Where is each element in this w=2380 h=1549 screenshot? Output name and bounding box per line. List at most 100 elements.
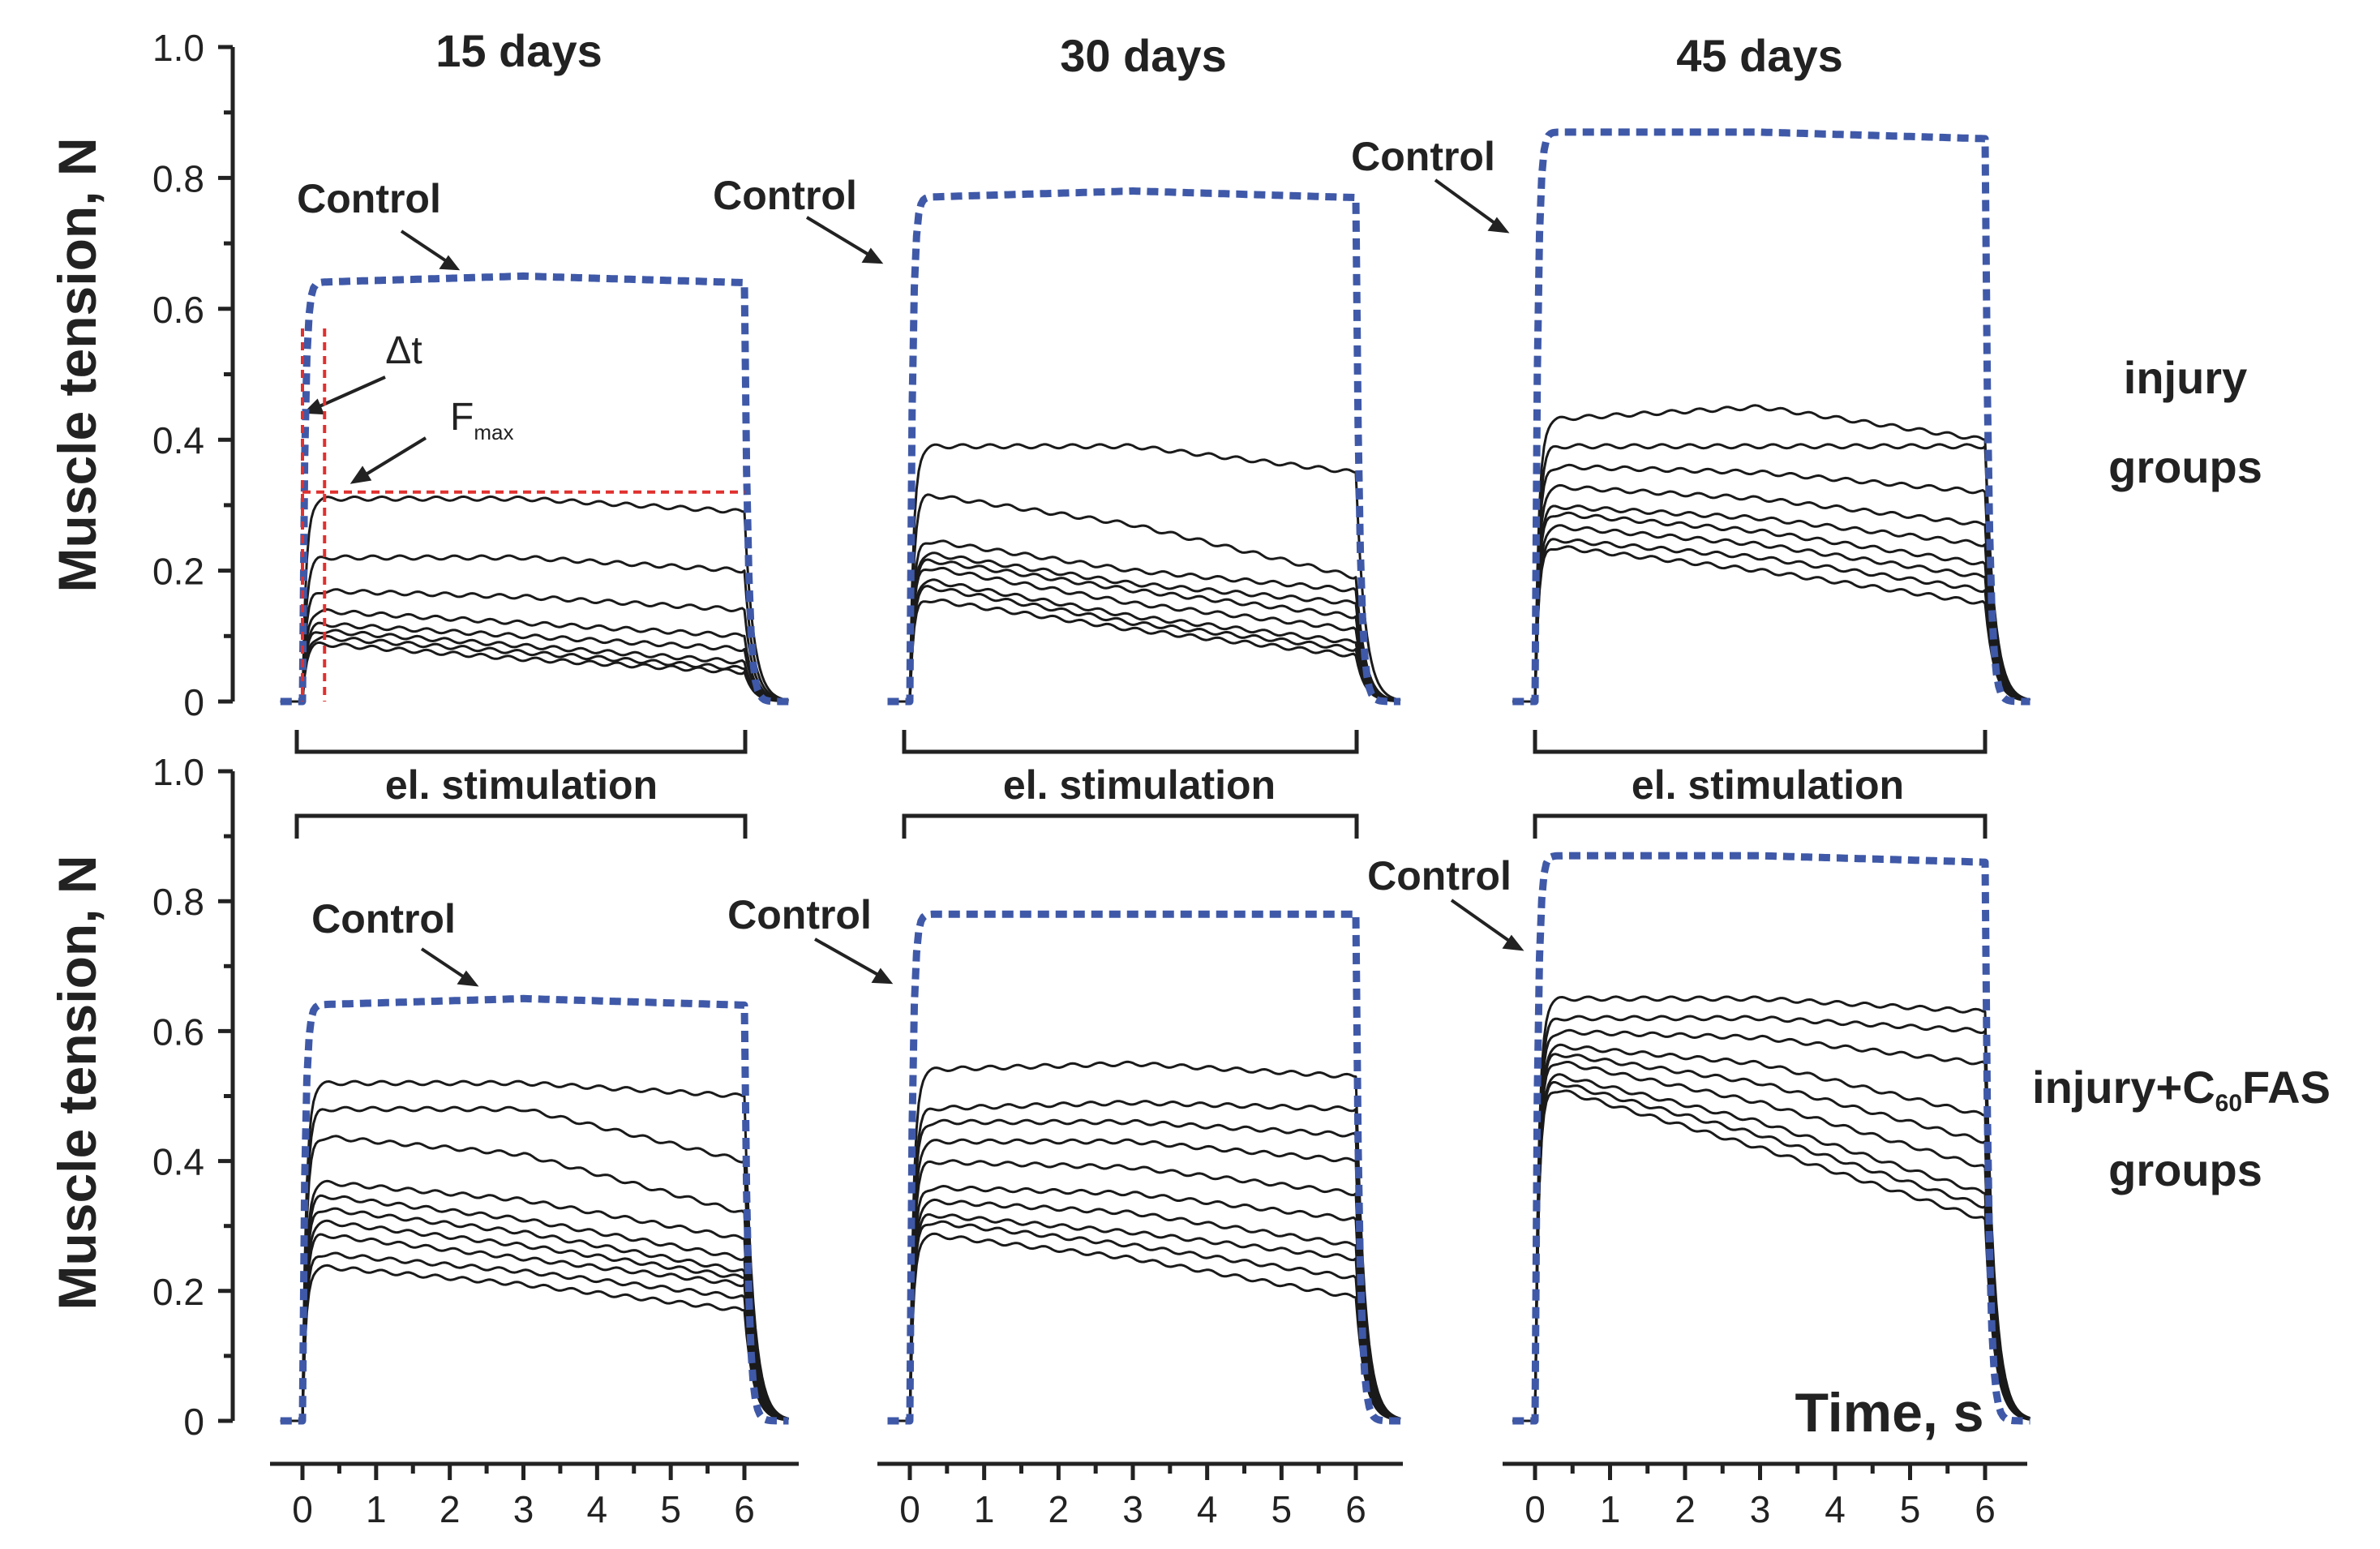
row-label-groups-top: groups [2108, 441, 2262, 492]
axes-layer: 0 0.2 0.4 0.6 0.8 1.0 0 0.2 0.4 0.6 0.8 1.0 0 1 2 3 4 5 6 0… [152, 27, 2027, 1530]
stim-bracket-top-45 [1533, 730, 1988, 754]
tension-trace [280, 634, 789, 703]
control-trace [886, 910, 1402, 1425]
tension-trace [887, 1060, 1401, 1422]
control-label-top-15: Control [297, 176, 441, 221]
x-tick-label: 5 [660, 1488, 681, 1530]
x-tick-label: 4 [1197, 1488, 1218, 1530]
control-label-bottom-30: Control [727, 892, 872, 938]
stim-bracket-bottom-15 [294, 813, 748, 839]
tension-trace [280, 1207, 789, 1422]
tension-trace [1512, 1053, 2031, 1422]
tension-trace [887, 443, 1401, 703]
row-label-groups-bottom: groups [2108, 1144, 2262, 1195]
tension-trace [887, 539, 1401, 703]
column-title-45-days: 45 days [1676, 30, 1843, 81]
tension-trace [280, 495, 789, 703]
column-title-15-days: 15 days [435, 25, 603, 76]
tension-trace [887, 1118, 1401, 1422]
stim-bracket-bottom-30 [902, 813, 1359, 839]
tension-trace [280, 1079, 789, 1422]
y-tick-label: 0.8 [152, 881, 204, 923]
tension-trace [887, 585, 1401, 703]
stim-label-45: el. stimulation [1632, 762, 1904, 808]
y-tick-label: 0.4 [152, 1141, 204, 1183]
tension-trace [887, 1232, 1401, 1422]
tension-trace [280, 641, 789, 703]
tension-trace [887, 578, 1401, 703]
tension-trace [887, 551, 1401, 703]
x-tick-label: 3 [1122, 1488, 1143, 1530]
tension-trace [887, 558, 1401, 703]
tension-trace [1512, 538, 2031, 703]
row-label-injury: injury [2124, 352, 2247, 403]
tension-trace [1512, 995, 2031, 1422]
control-trace [886, 187, 1402, 706]
traces-layer [280, 404, 2031, 1422]
tension-trace [280, 1135, 789, 1422]
tension-trace [887, 599, 1401, 703]
control-label-top-30: Control [713, 173, 857, 218]
y-axis-label-top: Muscle tension, N [47, 137, 107, 592]
tension-trace [1512, 404, 2031, 703]
tension-trace [280, 554, 789, 703]
x-tick-label: 0 [292, 1488, 313, 1530]
y-tick-label: 0 [183, 1401, 204, 1443]
tension-trace [887, 1220, 1401, 1422]
tension-trace [1512, 1073, 2031, 1422]
x-tick-label: 5 [1271, 1488, 1293, 1530]
x-tick-label: 3 [1750, 1488, 1771, 1530]
tension-trace [1512, 1028, 2031, 1422]
tension-trace [280, 1194, 789, 1422]
control-label-bottom-15: Control [311, 896, 456, 942]
control-label-top-45: Control [1351, 134, 1495, 179]
x-tick-label: 2 [1048, 1488, 1070, 1530]
tension-trace [887, 1213, 1401, 1422]
tension-trace [1512, 483, 2031, 703]
tension-trace [280, 1179, 789, 1422]
y-tick-label: 0.2 [152, 1271, 204, 1313]
x-tick-label: 1 [974, 1488, 995, 1530]
tension-trace [1512, 511, 2031, 703]
y-tick-label: 0.4 [152, 419, 204, 461]
tension-trace [887, 493, 1401, 703]
delta-t-label: Δt [385, 329, 422, 372]
x-tick-label: 1 [366, 1488, 387, 1530]
tension-trace [1512, 545, 2031, 703]
x-axis-label: Time, s [1795, 1382, 1983, 1444]
x-tick-label: 0 [899, 1488, 920, 1530]
tension-trace [280, 588, 789, 703]
control-trace [279, 994, 791, 1425]
control-trace [1511, 128, 2032, 706]
tension-trace [280, 1219, 789, 1422]
fmax-subscript: max [474, 420, 513, 444]
y-tick-label: 0 [183, 681, 204, 723]
x-tick-label: 3 [513, 1488, 534, 1530]
tension-trace [887, 1100, 1401, 1422]
stim-bracket-top-15 [294, 730, 748, 754]
y-tick-label: 0.8 [152, 157, 204, 200]
tension-trace [1512, 504, 2031, 703]
tension-trace [280, 621, 789, 703]
x-tick-label: 1 [1600, 1488, 1621, 1530]
y-tick-label: 0.6 [152, 1010, 204, 1053]
tension-trace [887, 1138, 1401, 1422]
fmax-main: F [450, 396, 474, 439]
control-layer [279, 128, 2032, 1425]
control-label-bottom-45: Control [1367, 853, 1512, 899]
tension-trace [1512, 443, 2031, 703]
x-tick-label: 2 [440, 1488, 461, 1530]
tension-trace [887, 1198, 1401, 1422]
y-tick-label: 0.6 [152, 289, 204, 331]
x-tick-label: 6 [1975, 1488, 1996, 1530]
control-arrows [400, 178, 1524, 987]
y-axis-label-bottom: Muscle tension, N [47, 855, 107, 1310]
x-tick-label: 6 [734, 1488, 755, 1530]
tension-trace [887, 566, 1401, 703]
tension-trace [280, 1233, 789, 1422]
x-tick-label: 4 [587, 1488, 608, 1530]
tension-trace [280, 629, 789, 703]
y-tick-label: 0.2 [152, 551, 204, 593]
fmax-delta-lines [301, 328, 744, 702]
